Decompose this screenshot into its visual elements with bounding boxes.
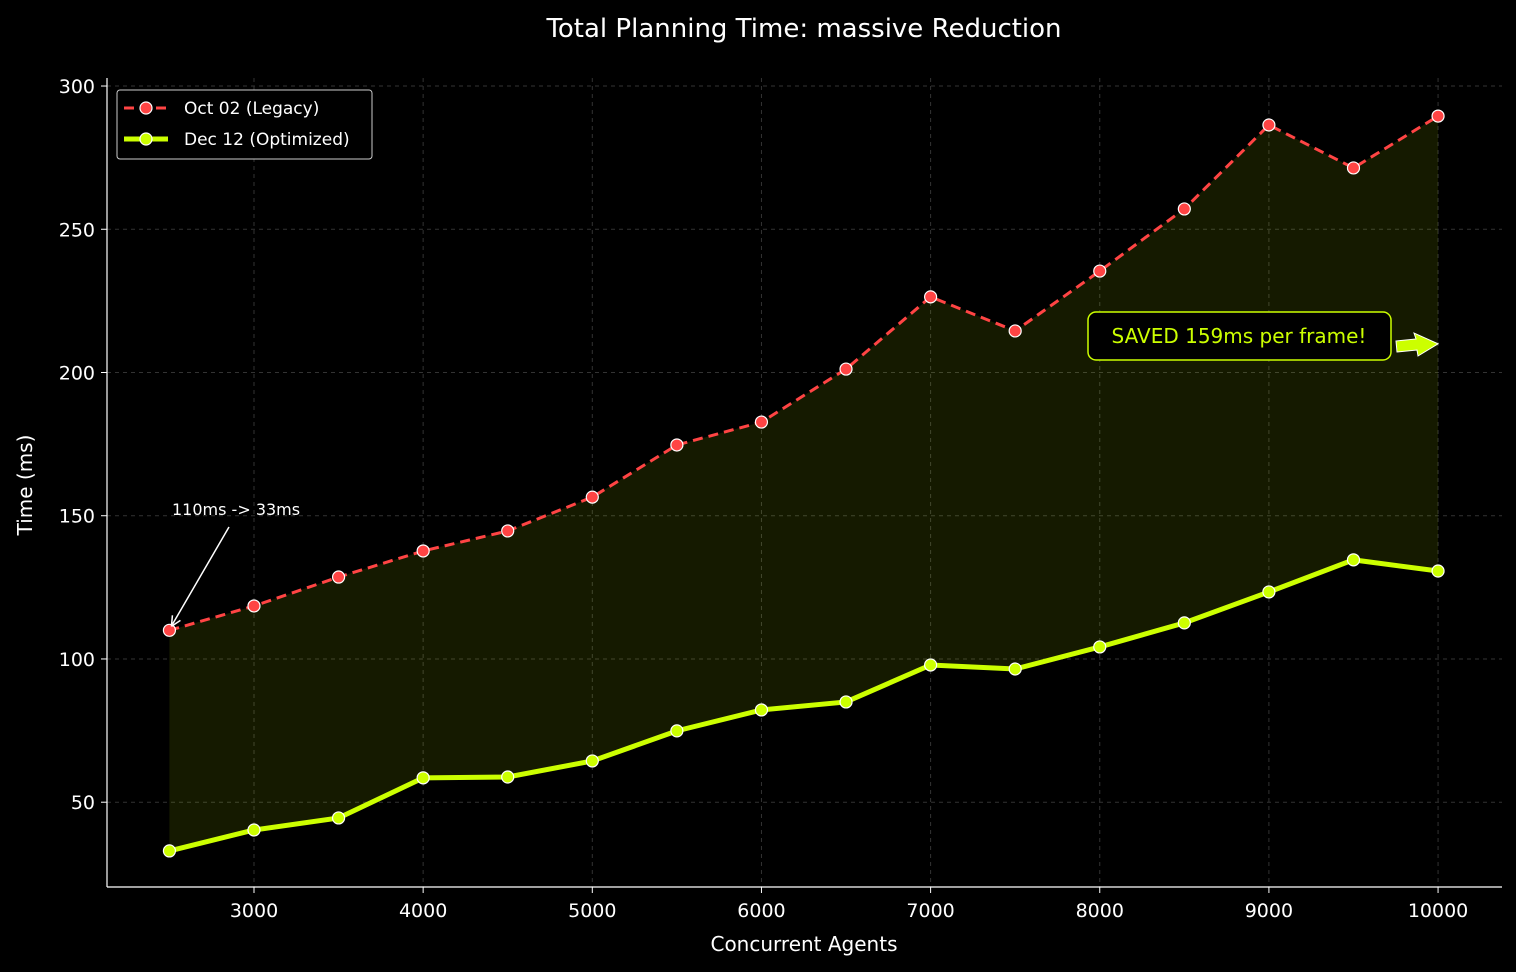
data-point	[754, 703, 769, 717]
axes: 3000 4000 5000 6000 7000 8000 9000 10000 50 100 15…	[59, 76, 1502, 922]
data-point	[1262, 118, 1276, 132]
series-layer	[162, 109, 1445, 858]
data-point	[247, 823, 261, 837]
y-tick-label: 300	[59, 76, 95, 98]
legend-label: Dec 12 (Optimized)	[184, 130, 350, 150]
data-point	[1093, 640, 1107, 654]
data-point	[1262, 585, 1276, 599]
x-tick-label: 5000	[568, 900, 616, 922]
x-tick-label: 3000	[230, 900, 278, 922]
grid	[107, 78, 1502, 887]
data-point	[585, 490, 599, 504]
data-point	[1431, 564, 1445, 578]
arrow-right-icon	[1395, 332, 1440, 357]
data-point	[331, 811, 346, 825]
data-point	[416, 544, 430, 558]
annotation-arrow	[171, 526, 230, 625]
data-point	[670, 438, 684, 452]
data-point	[1177, 202, 1191, 216]
x-tick-label: 7000	[906, 900, 954, 922]
data-point	[839, 695, 853, 709]
data-point	[754, 415, 769, 429]
x-axis-label: Concurrent Agents	[710, 932, 897, 956]
data-point	[1093, 264, 1107, 278]
y-axis-label: Time (ms)	[13, 435, 37, 537]
legend-label: Oct 02 (Legacy)	[184, 99, 319, 119]
x-tick-label: 8000	[1076, 900, 1124, 922]
legend-marker	[139, 101, 153, 115]
data-point	[1346, 161, 1361, 175]
data-point	[162, 623, 177, 637]
x-tick-label: 4000	[399, 900, 447, 922]
y-tick-label: 150	[59, 506, 95, 528]
legend: Oct 02 (Legacy) Dec 12 (Optimized)	[116, 89, 373, 160]
data-point	[416, 771, 430, 785]
series-1	[162, 553, 1445, 858]
x-tick-label: 6000	[737, 900, 785, 922]
chart-title: Total Planning Time: massive Reduction	[545, 14, 1061, 44]
data-point	[1008, 324, 1022, 338]
y-tick-label: 200	[59, 362, 95, 384]
data-point	[501, 524, 515, 538]
data-point	[1431, 109, 1445, 123]
data-point	[839, 362, 853, 376]
data-point	[1346, 553, 1361, 567]
data-point	[247, 599, 261, 613]
data-point	[501, 770, 515, 784]
data-point	[331, 570, 346, 584]
data-point	[924, 290, 938, 304]
data-point	[1177, 616, 1191, 630]
fill-between	[169, 116, 1439, 851]
legend-box	[116, 89, 373, 160]
data-point	[162, 844, 177, 858]
data-point	[924, 658, 938, 672]
series-line	[168, 557, 1439, 854]
data-point	[585, 754, 599, 768]
annotation-box	[1087, 311, 1392, 361]
x-tick-label: 10000	[1408, 900, 1468, 922]
arrow-head-icon	[170, 615, 181, 627]
data-point	[670, 724, 684, 738]
x-tick-label: 9000	[1245, 900, 1293, 922]
annotation-text: 110ms -> 33ms	[172, 500, 300, 519]
y-tick-label: 100	[59, 649, 95, 671]
series-line	[169, 114, 1439, 632]
y-tick-label: 50	[71, 792, 95, 814]
annotations: 110ms -> 33ms SAVED 159ms per frame!	[170, 311, 1440, 627]
y-tick-label: 250	[59, 219, 95, 241]
fill-between-area	[169, 116, 1439, 851]
annotation-text: SAVED 159ms per frame!	[1112, 324, 1367, 348]
legend-marker	[139, 132, 153, 146]
series-0	[162, 109, 1445, 637]
data-point	[1008, 662, 1022, 676]
